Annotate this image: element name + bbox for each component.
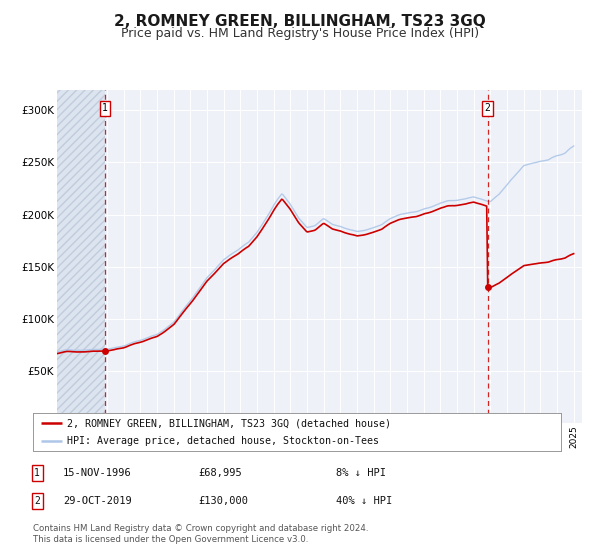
Text: HPI: Average price, detached house, Stockton-on-Tees: HPI: Average price, detached house, Stoc…	[67, 436, 379, 446]
Point	[482, 283, 492, 292]
Text: 29-OCT-2019: 29-OCT-2019	[63, 496, 132, 506]
Text: Contains HM Land Registry data © Crown copyright and database right 2024.: Contains HM Land Registry data © Crown c…	[33, 524, 368, 533]
Text: 2, ROMNEY GREEN, BILLINGHAM, TS23 3GQ: 2, ROMNEY GREEN, BILLINGHAM, TS23 3GQ	[114, 14, 486, 29]
Text: 8% ↓ HPI: 8% ↓ HPI	[336, 468, 386, 478]
Text: Price paid vs. HM Land Registry's House Price Index (HPI): Price paid vs. HM Land Registry's House …	[121, 27, 479, 40]
Point	[100, 347, 110, 356]
Text: 1: 1	[34, 468, 40, 478]
Text: £68,995: £68,995	[198, 468, 242, 478]
Bar	[57, 90, 105, 423]
Text: 40% ↓ HPI: 40% ↓ HPI	[336, 496, 392, 506]
Text: 1: 1	[102, 104, 108, 113]
Text: 15-NOV-1996: 15-NOV-1996	[63, 468, 132, 478]
Text: This data is licensed under the Open Government Licence v3.0.: This data is licensed under the Open Gov…	[33, 535, 308, 544]
Text: 2, ROMNEY GREEN, BILLINGHAM, TS23 3GQ (detached house): 2, ROMNEY GREEN, BILLINGHAM, TS23 3GQ (d…	[67, 418, 391, 428]
Text: 2: 2	[485, 104, 490, 113]
Text: 2: 2	[34, 496, 40, 506]
Text: £130,000: £130,000	[198, 496, 248, 506]
